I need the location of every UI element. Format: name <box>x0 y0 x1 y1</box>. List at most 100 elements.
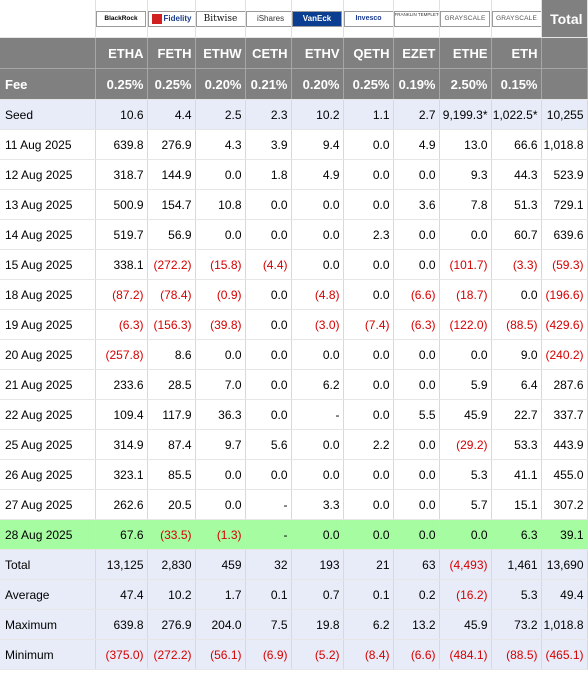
flow-cell: (88.5) <box>491 309 542 340</box>
row-total-cell: (240.2) <box>541 339 588 370</box>
row-label: 22 Aug 2025 <box>0 399 96 430</box>
fee-total-blank <box>541 68 588 100</box>
row-total-cell: 307.2 <box>541 489 588 520</box>
logo-text: BlackRock <box>104 14 138 22</box>
table-row: 21 Aug 2025 233.6 28.5 7.0 0.0 6.2 0.0 0.0 5.9 6.… <box>0 369 588 400</box>
ticker-feth: FETH <box>147 37 196 69</box>
flow-cell: 10.2 <box>291 99 344 130</box>
flow-cell: 0.0 <box>291 519 344 550</box>
ticker-qeth: QETH <box>343 37 394 69</box>
logo-row: BlackRock Fidelity Bitwise iShares VanEck Inv… <box>0 0 588 38</box>
row-total-cell: (429.6) <box>541 309 588 340</box>
row-total-cell: 49.4 <box>541 579 588 610</box>
flow-cell: 36.3 <box>195 399 246 430</box>
flow-cell: (29.2) <box>439 429 492 460</box>
row-total-cell: 455.0 <box>541 459 588 490</box>
flow-cell: 0.0 <box>343 489 394 520</box>
flow-cell: 323.1 <box>95 459 148 490</box>
flow-cell: 0.0 <box>343 519 394 550</box>
row-total-cell: (196.6) <box>541 279 588 310</box>
flow-cell: 3.3 <box>291 489 344 520</box>
flow-cell: 2.2 <box>343 429 394 460</box>
flow-cell: (88.5) <box>491 639 542 670</box>
fee-ezet: 0.19% <box>393 68 440 100</box>
fee-ethw: 0.20% <box>195 68 246 100</box>
fund-logo-cell: BlackRock <box>95 0 148 38</box>
flow-cell: (16.2) <box>439 579 492 610</box>
row-label: 15 Aug 2025 <box>0 249 96 280</box>
ticker-ezet: EZET <box>393 37 440 69</box>
flow-cell: 9.4 <box>291 129 344 160</box>
flow-cell: 3.6 <box>393 189 440 220</box>
grayscale-logo: GRAYSCALE <box>440 10 490 27</box>
row-total-cell: 13,690 <box>541 549 588 580</box>
flow-cell: 53.3 <box>491 429 542 460</box>
logo-text: Fidelity <box>163 13 192 23</box>
flow-cell: 0.0 <box>195 219 246 250</box>
table-row: Average 47.4 10.2 1.7 0.1 0.7 0.1 0.2 (16.2) 5.3 4… <box>0 579 588 610</box>
flow-cell: 0.0 <box>195 489 246 520</box>
flow-cell: 44.3 <box>491 159 542 190</box>
flow-cell: (1.3) <box>195 519 246 550</box>
logo-text: Invesco <box>355 14 382 22</box>
logo-text: Bitwise <box>203 13 238 24</box>
row-total-cell: 729.1 <box>541 189 588 220</box>
fee-ethv: 0.20% <box>291 68 344 100</box>
flow-cell: 0.1 <box>245 579 292 610</box>
fidelity-logo: Fidelity <box>147 10 194 27</box>
fee-ceth: 0.21% <box>245 68 292 100</box>
table-row: 19 Aug 2025 (6.3) (156.3) (39.8) 0.0 (3.0) (7.… <box>0 309 588 340</box>
flow-cell: 15.1 <box>491 489 542 520</box>
flow-cell: 13,125 <box>95 549 148 580</box>
flow-cell: 0.0 <box>393 489 440 520</box>
row-total-cell: 443.9 <box>541 429 588 460</box>
flow-cell: (257.8) <box>95 339 148 370</box>
row-label: 28 Aug 2025 <box>0 519 96 550</box>
table-row: 18 Aug 2025 (87.2) (78.4) (0.9) 0.0 (4.8) 0.0(… <box>0 279 588 310</box>
flow-cell: (272.2) <box>147 639 196 670</box>
flow-cell: 0.0 <box>291 459 344 490</box>
flow-cell: 1.7 <box>195 579 246 610</box>
flow-cell: 0.0 <box>343 249 394 280</box>
row-label: Total <box>0 549 96 580</box>
flow-cell: 0.0 <box>439 339 492 370</box>
flow-cell: 276.9 <box>147 129 196 160</box>
row-total-cell: 287.6 <box>541 369 588 400</box>
flow-cell: 1.8 <box>245 159 292 190</box>
flow-cell: 0.0 <box>291 219 344 250</box>
logo-text: iShares <box>256 13 285 23</box>
flow-cell: (156.3) <box>147 309 196 340</box>
flow-cell: (122.0) <box>439 309 492 340</box>
ticker-ethe: ETHE <box>439 37 492 69</box>
flow-cell: (18.7) <box>439 279 492 310</box>
ticker-ceth: CETH <box>245 37 292 69</box>
row-label: 20 Aug 2025 <box>0 339 96 370</box>
flow-cell: (375.0) <box>95 639 148 670</box>
flow-cell: 262.6 <box>95 489 148 520</box>
row-total-cell: 337.7 <box>541 399 588 430</box>
table-row: 22 Aug 2025 109.4 117.9 36.3 0.0-0.0 5.5 45.9 2… <box>0 399 588 430</box>
flow-cell: 0.2 <box>393 579 440 610</box>
table-row: 14 Aug 2025 519.7 56.9 0.0 0.0 0.0 2.3 0.0 0.0 60… <box>0 219 588 250</box>
flow-cell: 20.5 <box>147 489 196 520</box>
table-row: 15 Aug 2025 338.1 (272.2) (15.8) (4.4) 0.0 0.0… <box>0 249 588 280</box>
flow-cell: (4,493) <box>439 549 492 580</box>
table-row: 28 Aug 2025 67.6 (33.5) (1.3) -0.0 0.0 0.0 0.0 6… <box>0 519 588 550</box>
logo-text: GRAYSCALE <box>444 14 486 22</box>
flow-cell: 5.5 <box>393 399 440 430</box>
flow-cell: 45.9 <box>439 399 492 430</box>
row-total-cell: 10,255 <box>541 99 588 130</box>
row-total-cell: (59.3) <box>541 249 588 280</box>
flow-cell: 10.8 <box>195 189 246 220</box>
table-row: 25 Aug 2025 314.9 87.4 9.7 5.6 0.0 2.2 0.0 (29.2… <box>0 429 588 460</box>
flow-cell: (3.3) <box>491 249 542 280</box>
flow-cell: 5.7 <box>439 489 492 520</box>
flow-cell: 1,461 <box>491 549 542 580</box>
flow-cell: 0.0 <box>245 399 292 430</box>
flow-cell: 8.6 <box>147 339 196 370</box>
table-row: 20 Aug 2025 (257.8) 8.6 0.0 0.0 0.0 0.0 0.0 0.0 9… <box>0 339 588 370</box>
flow-cell: 318.7 <box>95 159 148 190</box>
flow-cell: 314.9 <box>95 429 148 460</box>
flow-cell: 0.0 <box>393 519 440 550</box>
flow-cell: 6.4 <box>491 369 542 400</box>
